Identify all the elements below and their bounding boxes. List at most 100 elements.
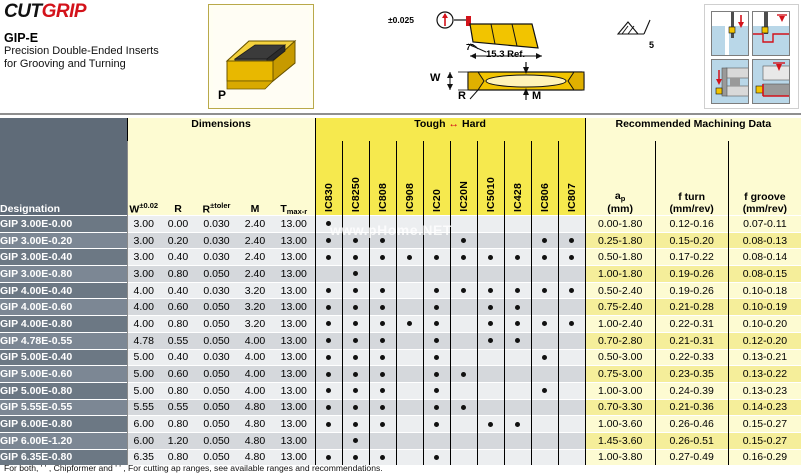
cell-fturn: 0.22-0.31 <box>654 315 729 333</box>
cell-grade-ic806 <box>530 415 559 433</box>
grade-dot-icon <box>515 321 521 327</box>
cell-ap: 1.45-3.60 <box>584 431 656 450</box>
cell-rtol: 0.030 <box>196 281 237 299</box>
cell-grade-ic5010 <box>476 265 505 283</box>
cell-fgroove: 0.15-0.27 <box>727 415 801 433</box>
cell-designation[interactable]: GIP 3.00E-0.40 <box>0 248 127 266</box>
tough-hard-arrow-icon: ↔ <box>448 118 460 130</box>
cell-grade-ic908 <box>395 348 424 366</box>
cell-ap: 0.50-2.40 <box>584 281 656 299</box>
cell-grade-ic428 <box>503 231 532 249</box>
cell-designation[interactable]: GIP 5.55E-0.55 <box>0 398 127 416</box>
cell-fgroove: 0.13-0.23 <box>727 381 801 400</box>
cell-designation[interactable]: GIP 4.00E-0.40 <box>0 281 127 299</box>
cell-grade-ic5010 <box>476 315 505 333</box>
cell-designation[interactable]: GIP 4.78E-0.55 <box>0 331 127 349</box>
grade-dot-icon <box>380 454 386 460</box>
cell-grade-ic830 <box>314 365 343 383</box>
cell-designation[interactable]: GIP 5.00E-0.40 <box>0 348 127 366</box>
table-group-header-row: Designation Dimensions Tough ↔ Hard Recomm… <box>0 118 801 216</box>
cell-grade-ic20 <box>422 215 451 233</box>
cell-grade-ic806 <box>530 281 559 299</box>
table-footnote: For both, ' ' , Chipformer and ' ' , For… <box>4 463 383 473</box>
cell-grade-ic807 <box>557 231 586 249</box>
cell-grade-ic20 <box>422 331 451 349</box>
cell-fturn: 0.15-0.20 <box>654 231 729 249</box>
cell-designation[interactable]: GIP 5.00E-0.60 <box>0 365 127 383</box>
cell-designation[interactable]: GIP 5.00E-0.80 <box>0 381 127 400</box>
grade-dot-icon <box>569 288 575 294</box>
header-dimensions-group: Dimensions <box>126 118 316 142</box>
cell-m: 4.00 <box>237 331 273 349</box>
cell-fgroove: 0.08-0.14 <box>727 248 801 266</box>
grade-dot-icon <box>353 354 359 360</box>
cell-w: 6.00 <box>126 415 160 433</box>
cell-grade-ic830 <box>314 331 343 349</box>
cell-grade-ic20n <box>449 365 478 383</box>
header-tough-label: Tough <box>414 118 446 130</box>
cell-grade-ic428 <box>503 348 532 366</box>
cell-grade-ic5010 <box>476 365 505 383</box>
grade-dot-icon <box>488 338 494 344</box>
product-subtitle-line2: for Grooving and Turning <box>4 57 126 70</box>
grade-dot-icon <box>353 371 359 377</box>
grade-dot-icon <box>380 338 386 344</box>
cell-grade-ic908 <box>395 281 424 299</box>
cell-designation[interactable]: GIP 6.35E-0.80 <box>0 448 127 466</box>
cell-grade-ic808 <box>368 448 397 466</box>
grade-dot-icon <box>488 288 494 294</box>
cell-designation[interactable]: GIP 6.00E-0.80 <box>0 415 127 433</box>
cell-grade-ic808 <box>368 281 397 299</box>
cell-grade-ic20 <box>422 281 451 299</box>
grade-dot-icon <box>434 354 440 360</box>
cell-tmax: 13.00 <box>273 398 316 416</box>
grade-dot-icon <box>353 421 359 427</box>
cell-grade-ic8250 <box>341 365 370 383</box>
grade-dot-icon <box>353 404 359 410</box>
cell-designation[interactable]: GIP 6.00E-1.20 <box>0 431 127 450</box>
cell-designation[interactable]: GIP 4.00E-0.60 <box>0 298 127 316</box>
table-row: GIP 3.00E-0.80 3.00 0.80 0.050 2.40 13.00 1.00… <box>0 265 801 283</box>
cell-ap: 0.70-2.80 <box>584 331 656 349</box>
cell-grade-ic428 <box>503 331 532 349</box>
cell-grade-ic808 <box>368 348 397 366</box>
cell-grade-ic830 <box>314 381 343 400</box>
cell-grade-ic830 <box>314 281 343 299</box>
grade-dot-icon <box>380 354 386 360</box>
header-col-rtol: R±toler <box>196 141 237 216</box>
cell-grade-ic806 <box>530 298 559 316</box>
application-icon-face-grooving <box>711 59 749 104</box>
cell-grade-ic20 <box>422 315 451 333</box>
cell-grade-ic806 <box>530 231 559 249</box>
grade-dot-icon <box>380 404 386 410</box>
cell-designation[interactable]: GIP 4.00E-0.80 <box>0 315 127 333</box>
cell-grade-ic808 <box>368 215 397 233</box>
cell-ap: 0.75-2.40 <box>584 298 656 316</box>
cell-grade-ic807 <box>557 381 586 400</box>
cell-fgroove: 0.10-0.18 <box>727 281 801 299</box>
cell-grade-ic5010 <box>476 331 505 349</box>
cell-grade-ic5010 <box>476 415 505 433</box>
grade-dot-icon <box>515 421 521 427</box>
length-ref-label: 15.3 Ref. <box>486 49 526 60</box>
cell-rtol: 0.050 <box>196 315 237 333</box>
cell-ap: 0.50-3.00 <box>584 348 656 366</box>
cell-designation[interactable]: GIP 3.00E-0.80 <box>0 265 127 283</box>
cell-rtol: 0.050 <box>196 398 237 416</box>
cell-r: 0.55 <box>160 398 196 416</box>
cell-grade-ic5010 <box>476 431 505 450</box>
cell-grade-ic8250 <box>341 315 370 333</box>
cell-grade-ic5010 <box>476 381 505 400</box>
cell-fturn: 0.21-0.31 <box>654 331 729 349</box>
header-col-ap: ap (mm) <box>584 141 656 216</box>
cell-grade-ic20n <box>449 398 478 416</box>
cell-grade-ic807 <box>557 331 586 349</box>
grade-dot-icon <box>326 304 332 310</box>
cell-m: 4.80 <box>237 431 273 450</box>
cell-rtol: 0.050 <box>196 431 237 450</box>
grade-dot-icon <box>434 304 440 310</box>
cell-designation[interactable]: GIP 3.00E-0.00 <box>0 215 127 233</box>
grade-dot-icon <box>380 421 386 427</box>
cell-w: 5.55 <box>126 398 160 416</box>
cell-designation[interactable]: GIP 3.00E-0.20 <box>0 231 127 249</box>
